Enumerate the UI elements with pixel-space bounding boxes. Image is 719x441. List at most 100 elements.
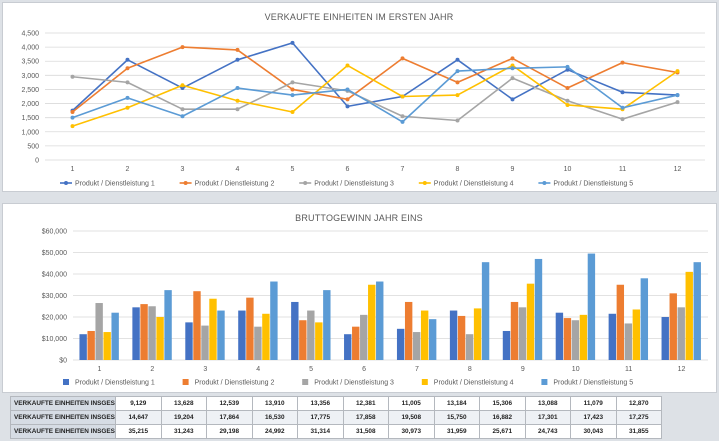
bar [209,298,217,360]
bar [510,301,519,360]
bar [526,283,535,360]
bar [563,318,572,360]
y-tick-label: 4,500 [21,31,39,38]
bar [164,290,172,360]
bar [140,304,148,360]
x-tick-label: 9 [511,166,515,173]
table-cell: 19,508 [388,410,435,425]
data-point [400,94,405,99]
bar [352,326,360,360]
data-point [125,95,130,100]
row-label: VERKAUFTE EINHEITEN INSGES [10,396,116,411]
bar [449,310,458,360]
x-tick-label: 10 [564,166,572,173]
legend-label: Produkt / Dienstleistung 1 [75,380,155,387]
bar [87,330,95,360]
x-tick-label: 6 [346,166,350,173]
legend-swatch [302,379,309,385]
table-cell: 14,647 [115,410,162,425]
x-tick-label: 5 [309,366,313,373]
table-cell: 17,301 [524,410,571,425]
y-tick-label: 3,500 [21,59,39,66]
series-line-path [72,66,678,123]
x-tick-label: 4 [236,166,240,173]
y-tick-label: 1,500 [21,115,39,122]
table-cell: 12,870 [615,396,662,411]
y-tick-label: 1,000 [21,129,39,136]
table-cell: 13,628 [160,396,207,411]
y-tick-label: $40,000 [42,272,67,279]
series-line [70,64,680,124]
table-cell: 13,356 [297,396,344,411]
data-point [455,69,460,74]
data-point [510,76,515,81]
y-tick-label: $0 [59,358,67,365]
bar [669,293,677,360]
table-cell: 13,910 [251,396,298,411]
data-point [290,40,295,45]
data-point [400,119,405,124]
data-point [345,104,350,109]
table-cell: 25,671 [479,424,526,439]
data-point [70,124,75,129]
bar [677,307,685,360]
table-cell: 31,508 [342,424,389,439]
units-sold-line-chart: VERKAUFTE EINHEITEN IM ERSTEN JAHR 0 500 1,… [21,12,705,188]
data-point [565,98,570,103]
data-point [290,87,295,92]
bar [376,281,384,360]
legend-item: Produkt / Dienstleistung 2 [179,181,274,188]
bar [254,326,262,360]
data-point [565,67,570,72]
legend-marker [183,181,188,185]
gross-profit-chart-panel: BRUTTOGEWINN JAHR EINS $0 $10,000 $20,000 $3… [2,203,717,393]
bar [502,330,511,360]
data-point [620,90,625,95]
table-cell: 31,314 [297,424,344,439]
data-point [510,66,515,71]
legend-item: Produkt / Dienstleistung 3 [299,181,394,188]
legend-marker [64,181,68,185]
table-cell: 17,864 [206,410,253,425]
x-tick-label: 3 [203,366,207,373]
x-tick-label: 1 [71,166,75,173]
chart-title: BRUTTOGEWINN JAHR EINS [295,213,423,223]
y-tick-label: 0 [35,158,39,165]
chart-title: VERKAUFTE EINHEITEN IM ERSTEN JAHR [265,12,454,22]
data-point [235,57,240,62]
table-row: VERKAUFTE EINHEITEN INSGES 35,215 31,243 29… [10,424,662,439]
units-sold-chart-panel: VERKAUFTE EINHEITEN IM ERSTEN JAHR 0 500 1,… [2,2,717,192]
data-point [125,80,130,85]
table-cell: 11,005 [388,396,435,411]
bar [246,297,254,360]
data-point [235,107,240,112]
table-row: VERKAUFTE EINHEITEN INSGES 9,129 13,628 12,… [10,396,662,411]
bar [420,310,429,360]
series-line [70,40,680,113]
bar [571,320,580,360]
table-cell: 17,858 [342,410,389,425]
table-cell: 15,306 [479,396,526,411]
data-point [125,66,130,71]
data-point [455,57,460,62]
y-tick-label: 500 [27,143,39,150]
data-point [180,114,185,119]
data-point [290,110,295,115]
bar [185,322,193,360]
data-point [565,64,570,69]
bar [404,301,413,360]
x-tick-label: 11 [625,366,632,373]
data-point [565,102,570,107]
x-tick-label: 8 [468,366,472,373]
data-point [620,105,625,110]
table-cell: 16,530 [251,410,298,425]
x-tick-label: 11 [619,166,626,173]
x-tick-label: 7 [401,166,405,173]
data-point [70,110,75,115]
bar [307,310,315,360]
y-tick-label: 4,000 [21,45,39,52]
data-point [400,114,405,119]
bar [201,325,209,360]
legend-swatch [63,379,69,385]
y-tick-label: 3,000 [21,73,39,80]
